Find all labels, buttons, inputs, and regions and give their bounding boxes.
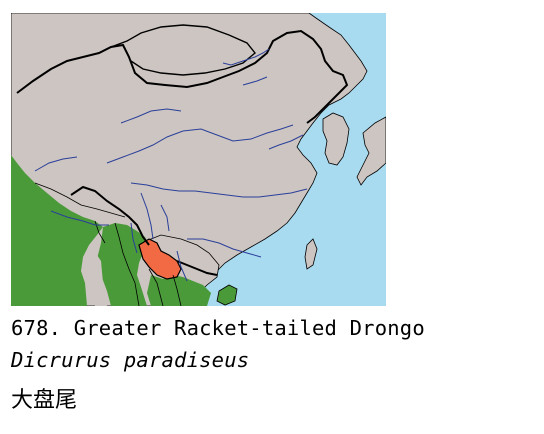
range-map xyxy=(11,13,386,306)
japan xyxy=(356,116,386,186)
range-ne-india xyxy=(97,223,149,306)
taiwan xyxy=(304,238,318,270)
chinese-name: 大盘尾 xyxy=(11,388,78,413)
gap-strip xyxy=(83,249,107,306)
mongolia-border xyxy=(110,24,256,76)
rivers xyxy=(34,48,308,282)
scientific-name: Dicrurus paradiseus xyxy=(11,348,250,372)
south-asia-borders xyxy=(34,182,182,306)
range-indochina xyxy=(147,275,211,306)
range-yunnan xyxy=(138,238,182,280)
china-border xyxy=(16,29,349,276)
korea xyxy=(322,112,350,166)
hainan-range xyxy=(216,284,238,306)
range-south-asia xyxy=(11,155,103,306)
species-number-and-name: 678. Greater Racket-tailed Drongo xyxy=(11,316,425,340)
